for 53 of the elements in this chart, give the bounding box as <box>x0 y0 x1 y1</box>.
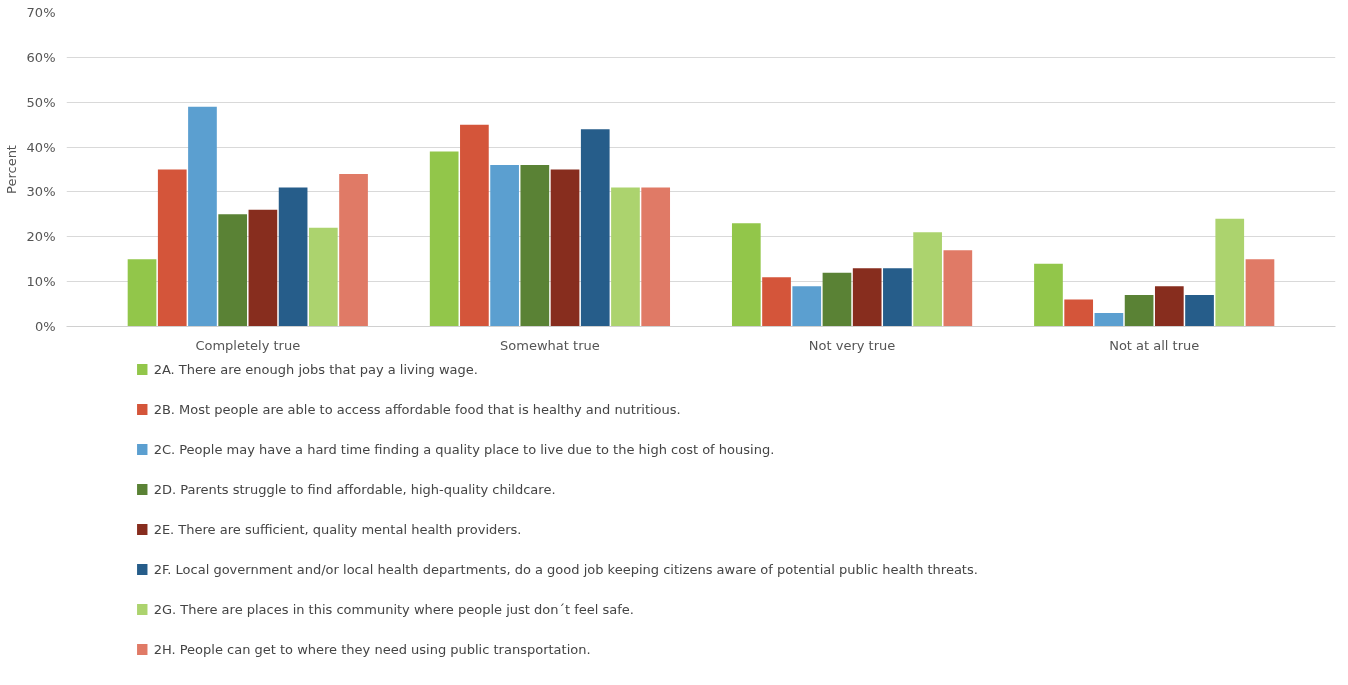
y-tick-label: 0% <box>34 319 56 334</box>
legend-label: 2F. Local government and/or local health departments, do a good job keeping citizens aware of potential public health threats. <box>153 562 978 577</box>
y-tick-label: 60% <box>26 49 56 65</box>
bar <box>731 223 761 327</box>
bar <box>762 277 791 327</box>
bar <box>127 259 157 327</box>
bar <box>1124 295 1154 327</box>
bar <box>1215 218 1245 327</box>
bar <box>520 165 550 327</box>
x-tick-label: Somewhat true <box>500 337 600 353</box>
y-tick-label: 20% <box>26 229 56 245</box>
bar <box>460 124 489 327</box>
y-tick-label: 40% <box>26 139 56 155</box>
y-tick-label: 30% <box>26 184 56 200</box>
x-tick-label: Not at all true <box>1109 337 1200 353</box>
y-axis-title: Percent <box>3 145 19 194</box>
y-tick-label: 50% <box>26 94 56 110</box>
legend-label: 2D. Parents struggle to find affordable, high-quality childcare. <box>153 482 556 497</box>
bar <box>1064 299 1094 327</box>
x-tick-label: Completely true <box>195 337 301 353</box>
bar <box>550 169 580 327</box>
bar <box>611 187 640 327</box>
bar <box>429 151 459 327</box>
legend-label: 2C. People may have a hard time finding a quality place to live due to the high cost of housing. <box>153 442 775 457</box>
bar <box>1094 313 1124 327</box>
legend-label: 2H. People can get to where they need using public transportation. <box>153 642 591 657</box>
bar <box>822 272 852 327</box>
bar <box>792 286 822 327</box>
bar <box>1245 259 1275 327</box>
bar <box>157 169 187 327</box>
bar <box>1154 286 1184 327</box>
bar <box>248 209 278 327</box>
y-tick-label: 10% <box>26 274 56 290</box>
bar <box>1185 295 1214 327</box>
bar <box>188 106 217 327</box>
bar <box>308 227 338 327</box>
legend-label: 2B. Most people are able to access affordable food that is healthy and nutritious. <box>153 402 681 417</box>
bar <box>278 187 308 327</box>
y-tick-label: 70% <box>26 5 56 20</box>
x-tick-label: Not very true <box>808 337 896 353</box>
bar <box>883 268 912 327</box>
legend-label: 2G. There are places in this community where people just don´t feel safe. <box>153 602 634 617</box>
legend-label: 2A. There are enough jobs that pay a living wage. <box>153 362 478 377</box>
bar <box>490 165 519 327</box>
bar <box>1034 263 1063 327</box>
legend-label: 2E. There are sufficient, quality mental health providers. <box>153 522 522 537</box>
bar <box>641 187 671 327</box>
bar <box>580 129 610 327</box>
bar <box>852 268 882 327</box>
bar <box>218 214 248 327</box>
bar <box>339 173 368 327</box>
bar <box>943 250 973 327</box>
bar <box>913 232 942 327</box>
